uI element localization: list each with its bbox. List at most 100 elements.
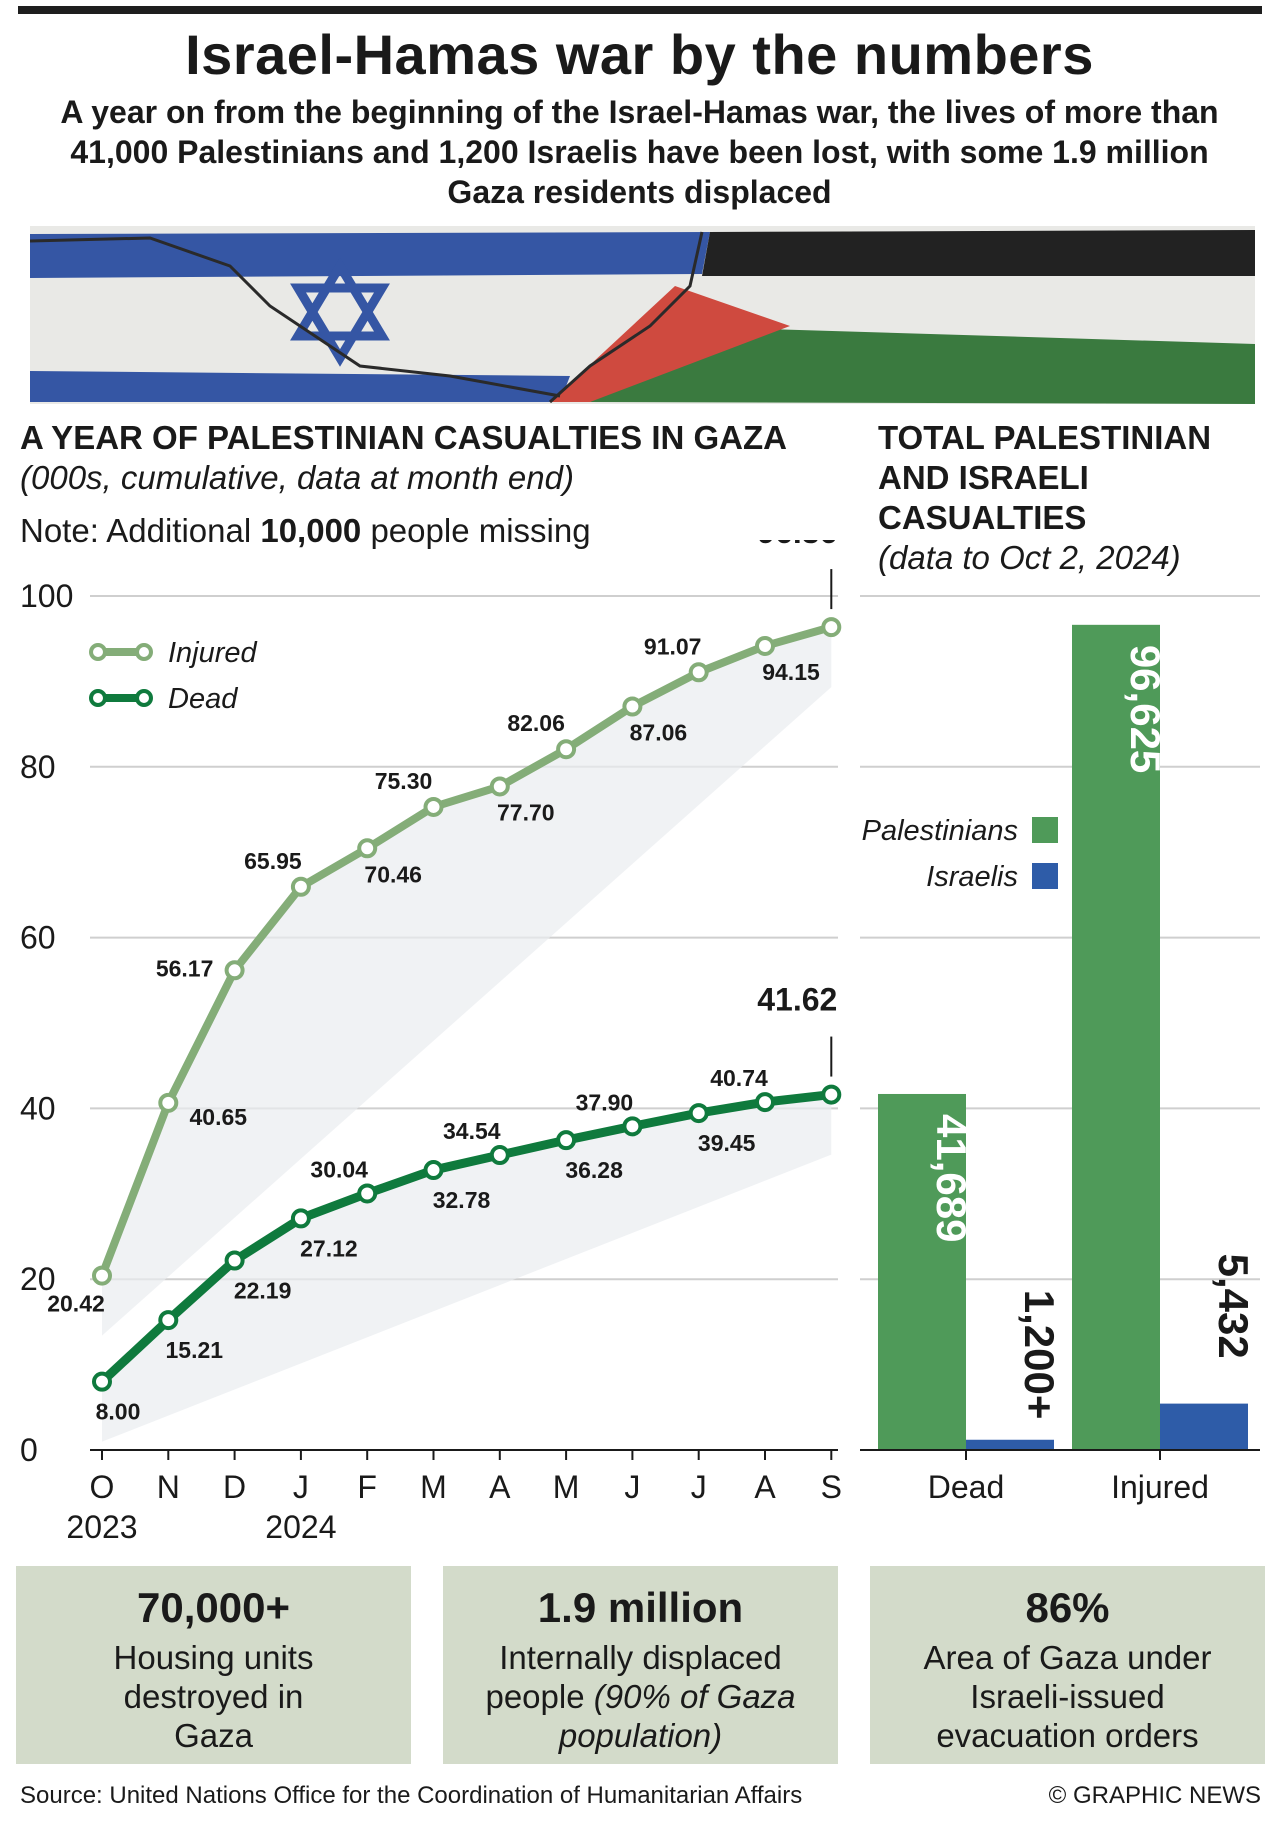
legend-swatch-dot bbox=[89, 689, 107, 707]
star-of-david-icon bbox=[290, 257, 390, 367]
dead-point bbox=[821, 1084, 842, 1105]
injured-data-label: 87.06 bbox=[630, 720, 688, 746]
stat-value: 70,000+ bbox=[137, 1584, 290, 1631]
injured-data-label: 40.65 bbox=[190, 1104, 248, 1130]
x-tick-label: M bbox=[553, 1469, 580, 1505]
injured-final-label: 96.36 bbox=[757, 540, 837, 550]
line-chart: 0 20 40 60 80 100 O N D J F M A M J J A S 2023 2024 20.42 40.… bbox=[20, 540, 842, 1545]
dead-point bbox=[423, 1160, 444, 1181]
bar-value-label: 96,625 bbox=[1122, 645, 1169, 773]
legend-item: Israelis bbox=[926, 861, 1058, 893]
legend-swatch-dot bbox=[135, 689, 153, 707]
bar-value-label: 41,689 bbox=[928, 1114, 975, 1242]
legend-swatch bbox=[1032, 817, 1058, 843]
x-tick-label: J bbox=[624, 1469, 640, 1505]
y-tick-label: 20 bbox=[20, 1261, 56, 1297]
x-tick-label: D bbox=[223, 1469, 246, 1505]
x-tick-label: S bbox=[821, 1469, 842, 1505]
injured-point bbox=[489, 776, 510, 797]
dead-data-label: 39.45 bbox=[698, 1130, 756, 1156]
credit: © GRAPHIC NEWS bbox=[1048, 1782, 1261, 1809]
legend-item: Dead bbox=[89, 683, 238, 715]
dead-point bbox=[755, 1092, 775, 1113]
category-label: Injured bbox=[1111, 1469, 1209, 1505]
dead-data-label: 22.19 bbox=[234, 1277, 292, 1303]
dead-data-label: 34.54 bbox=[443, 1118, 501, 1144]
dead-point bbox=[158, 1310, 179, 1331]
x-tick-label: A bbox=[754, 1469, 776, 1505]
dead-data-label: 8.00 bbox=[96, 1399, 141, 1425]
legend-item: Palestinians bbox=[862, 815, 1058, 847]
dead-point bbox=[224, 1250, 245, 1271]
injured-point bbox=[622, 696, 643, 717]
x-tick-label: O bbox=[90, 1469, 115, 1505]
x-tick-label: M bbox=[420, 1469, 447, 1505]
injured-point bbox=[821, 617, 842, 638]
dead-line bbox=[98, 1090, 832, 1385]
dead-point bbox=[489, 1145, 510, 1166]
bar-palestinians bbox=[878, 1093, 966, 1450]
dead-series: 8.00 15.21 22.19 27.12 30.04 32.78 34.54 36.28 3… bbox=[92, 982, 842, 1442]
injured-shadow bbox=[102, 631, 832, 1336]
injured-data-label: 82.06 bbox=[507, 710, 565, 736]
dead-point bbox=[688, 1103, 709, 1124]
source-note: Source: United Nations Office for the Co… bbox=[20, 1782, 803, 1809]
dead-shadow bbox=[102, 1098, 832, 1442]
y-tick-label: 100 bbox=[20, 578, 73, 614]
x-year-label: 2023 bbox=[66, 1509, 137, 1545]
injured-point bbox=[423, 796, 444, 817]
x-year-label: 2024 bbox=[265, 1509, 336, 1545]
injured-data-label: 65.95 bbox=[244, 848, 302, 874]
injured-point bbox=[158, 1092, 179, 1113]
bar-palestinians bbox=[1072, 624, 1160, 1450]
injured-series: 20.42 40.65 56.17 65.95 70.46 75.30 77.70 82.06… bbox=[47, 540, 842, 1336]
missing-count: 10,000 bbox=[260, 512, 362, 549]
legend-label: Israelis bbox=[926, 861, 1018, 893]
injured-data-label: 94.15 bbox=[762, 659, 820, 685]
legend-label: Palestinians bbox=[862, 815, 1018, 847]
injured-point bbox=[688, 662, 709, 683]
bar-chart-title: TOTAL PALESTINIAN AND ISRAELI CASUALTIES bbox=[878, 419, 1212, 536]
flag-black-stripe bbox=[702, 230, 1255, 276]
stat-description: Housing units destroyed in Gaza bbox=[113, 1639, 314, 1754]
legend-label: Dead bbox=[168, 683, 238, 715]
stat-value: 86% bbox=[1025, 1584, 1110, 1631]
dead-point bbox=[92, 1371, 112, 1392]
page-title: Israel-Hamas war by the numbers bbox=[185, 23, 1094, 86]
legend-swatch bbox=[1032, 863, 1058, 889]
dead-data-label: 15.21 bbox=[166, 1337, 224, 1363]
y-tick-label: 60 bbox=[20, 920, 56, 956]
legend-swatch-dot bbox=[135, 643, 153, 661]
injured-point bbox=[92, 1265, 112, 1286]
dead-data-label: 32.78 bbox=[433, 1187, 491, 1213]
legend-swatch-dot bbox=[89, 643, 107, 661]
dead-point bbox=[290, 1208, 311, 1229]
stat-card-displaced: 1.9 million Internally displaced people … bbox=[443, 1566, 838, 1764]
x-tick-label: J bbox=[293, 1469, 309, 1505]
wall-crack bbox=[30, 231, 704, 404]
line-chart-units: (000s, cumulative, data at month end) bbox=[20, 459, 574, 496]
bar-value-label: 1,200+ bbox=[1016, 1290, 1063, 1420]
injured-data-label: 20.42 bbox=[47, 1291, 105, 1317]
injured-data-label: 70.46 bbox=[364, 861, 422, 887]
stat-value: 1.9 million bbox=[537, 1584, 744, 1631]
flag-red-triangle bbox=[550, 286, 790, 402]
dead-data-label: 37.90 bbox=[576, 1089, 634, 1115]
bar-chart: 41,689 1,200+ Dead 96,625 5,432 Injured Palest… bbox=[860, 595, 1260, 1505]
stat-description: Area of Gaza under Israeli-issued evacua… bbox=[923, 1639, 1212, 1754]
bar-value-label: 5,432 bbox=[1210, 1254, 1257, 1359]
injured-data-label: 75.30 bbox=[375, 768, 433, 794]
x-tick-label: F bbox=[357, 1469, 377, 1505]
y-tick-label: 40 bbox=[20, 1090, 56, 1126]
bar-israelis bbox=[1160, 1403, 1248, 1450]
dead-point bbox=[556, 1130, 577, 1151]
bar-israelis bbox=[966, 1439, 1054, 1450]
category-label: Dead bbox=[928, 1469, 1005, 1505]
flag-green-stripe bbox=[590, 326, 1255, 404]
legend-item: Injured bbox=[89, 637, 258, 669]
flags-banner-image bbox=[30, 226, 1255, 404]
dead-point bbox=[357, 1183, 378, 1204]
injured-point bbox=[755, 635, 775, 656]
top-rule bbox=[18, 6, 1262, 14]
dead-point bbox=[622, 1116, 643, 1137]
